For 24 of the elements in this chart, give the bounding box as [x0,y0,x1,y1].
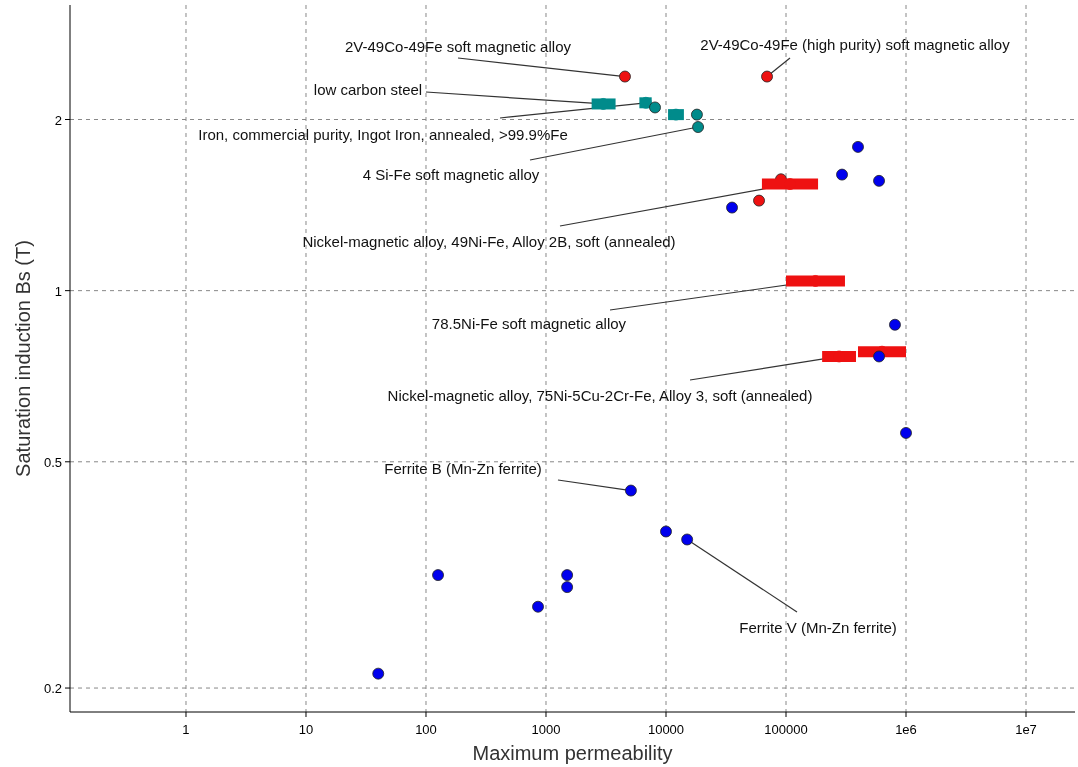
annotation: Nickel-magnetic alloy, 49Ni-Fe, Alloy 2B, soft (annealed) [302,233,676,250]
annotation: 78.5Ni-Fe soft magnetic alloy [431,315,627,332]
annotation: Iron, commercial purity, Ingot Iron, annealed, >99.9%Fe [198,126,568,143]
annotation: Nickel-magnetic alloy, 75Ni-5Cu-2Cr-Fe, Alloy 3, soft (annealed) [387,387,813,404]
x-tick-label: 1e7 [1015,722,1037,737]
annotation: 4 Si-Fe soft magnetic alloy [362,166,540,183]
annotation: 2V-49Co-49Fe soft magnetic alloy [345,38,572,55]
x-axis-title: Maximum permeability [472,742,673,764]
x-tick-label: 10000 [647,722,685,737]
annotation: Ferrite B (Mn-Zn ferrite) [384,460,542,477]
y-tick-label: 2 [54,112,62,128]
x-tick-label: 1000 [531,722,561,737]
y-tick-label: 0.5 [43,454,62,470]
x-tick-label: 100000 [764,722,808,737]
x-tick-label: 10 [298,722,314,737]
annotation: Ferrite V (Mn-Zn ferrite) [739,619,897,636]
y-tick-label: 0.2 [43,681,62,697]
x-tick-label: 1e6 [895,722,917,737]
x-tick-label: 1 [182,722,190,737]
annotation: 2V-49Co-49Fe (high purity) soft magnetic alloy [700,36,1011,53]
annotation: low carbon steel [313,81,423,98]
y-tick-label: 1 [54,283,62,299]
x-tick-label: 100 [415,722,437,737]
y-axis-title: Saturation induction Bs (T) [12,240,34,477]
